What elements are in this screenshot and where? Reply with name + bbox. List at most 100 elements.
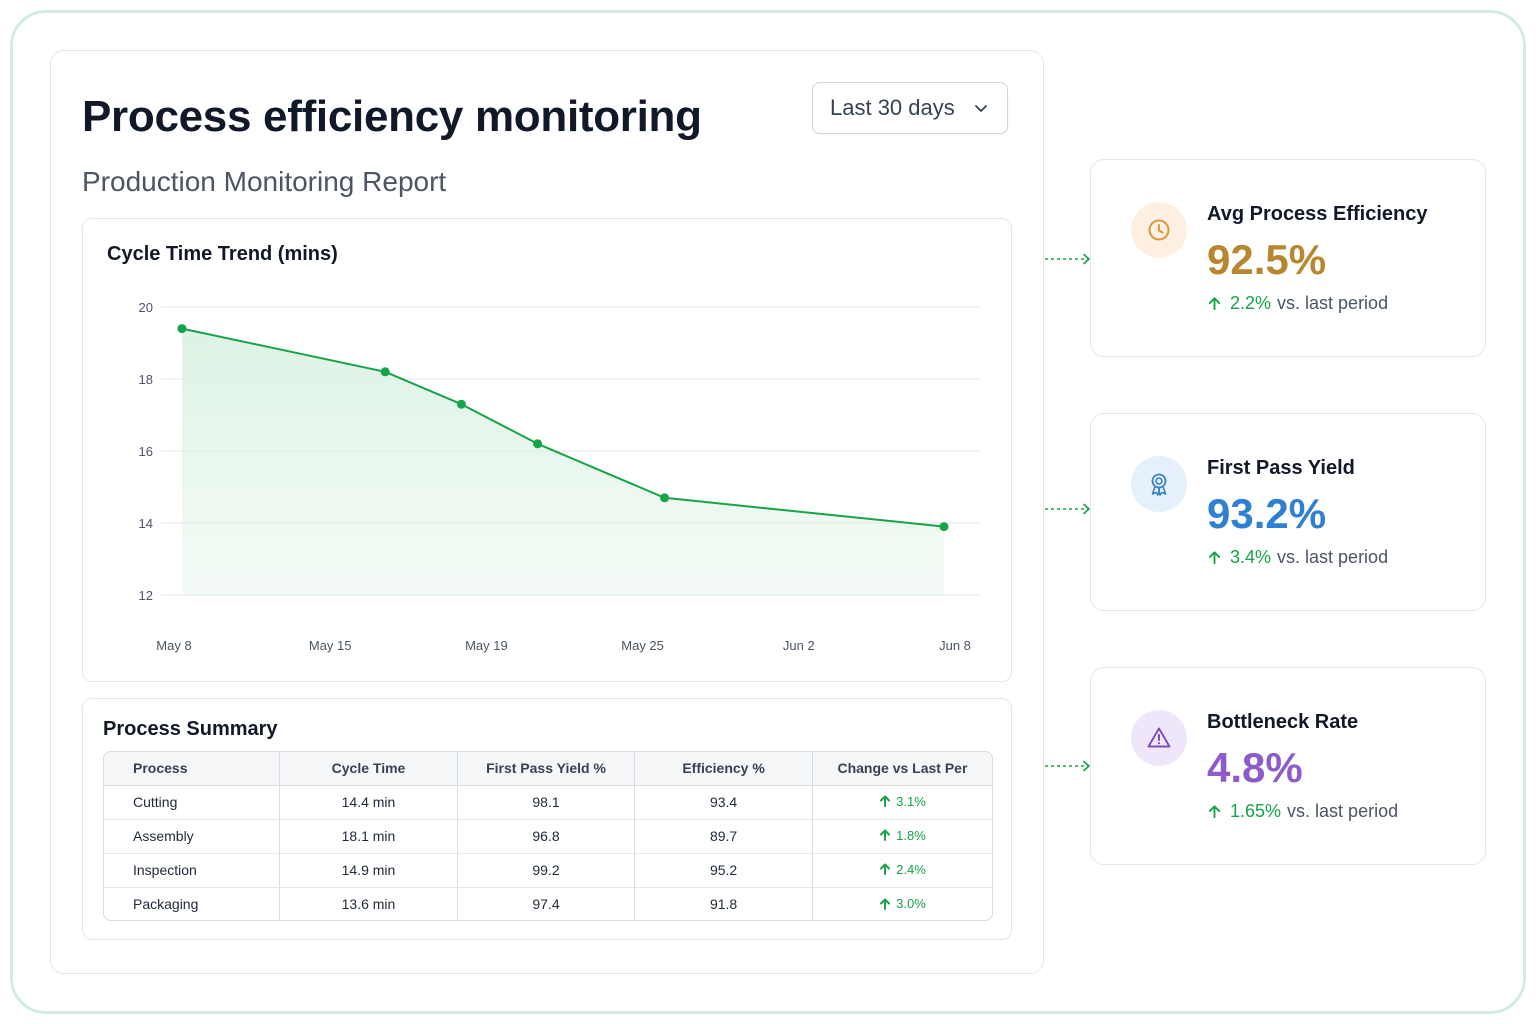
y-tick-label: 14 (139, 516, 153, 531)
table-header-row: Process Cycle Time First Pass Yield % Ef… (104, 752, 992, 786)
cell-cycle-time: 18.1 min (279, 819, 458, 854)
data-point (939, 522, 949, 532)
change-value: 3.1% (896, 793, 926, 809)
change-value: 2.4% (896, 861, 926, 877)
cell-efficiency: 95.2 (634, 853, 813, 888)
change-indicator: 3.1% (879, 794, 926, 809)
data-point (380, 367, 390, 377)
table-row: Cutting 14.4 min 98.1 93.4 3.1% (104, 785, 992, 820)
change-value: 3.0% (896, 896, 926, 911)
kpi-change-suffix: vs. last period (1287, 801, 1399, 821)
column-header-change: Change vs Last Per (812, 752, 992, 786)
y-tick-label: 20 (139, 300, 153, 315)
award-ribbon-icon (1151, 473, 1167, 496)
kpi-change-delta: 1.65% (1207, 801, 1281, 822)
cell-first-pass-yield: 98.1 (457, 785, 636, 820)
kpi-change-delta: 3.4% (1207, 547, 1271, 568)
chart-title: Cycle Time Trend (mins) (107, 243, 338, 265)
kpi-icon-badge (1131, 202, 1187, 258)
arrow-up-icon (880, 795, 891, 808)
arrow-up-icon (1208, 297, 1221, 311)
kpi-value: 4.8% (1207, 744, 1303, 791)
cell-change: 1.8% (812, 819, 992, 854)
change-indicator: 2.4% (879, 862, 926, 877)
page-title: Process efficiency monitoring (82, 92, 702, 141)
cycle-time-chart-card: Cycle Time Trend (mins) 20 18 16 14 12 May 8 M… (82, 218, 1012, 682)
data-point (533, 439, 543, 449)
kpi-change-suffix: vs. last period (1277, 293, 1389, 313)
chevron-down-icon (975, 105, 987, 112)
table-row: Assembly 18.1 min 96.8 89.7 1.8% (104, 819, 992, 854)
arrow-up-icon (880, 863, 891, 876)
kpi-change: 3.4% vs. last period (1207, 547, 1388, 568)
table-row: Packaging 13.6 min 97.4 91.8 3.0% (104, 887, 992, 920)
change-indicator: 1.8% (879, 828, 926, 843)
kpi-change-delta: 2.2% (1207, 293, 1271, 314)
period-select-value: Last 30 days (830, 95, 955, 120)
cell-process: Cutting (104, 785, 281, 820)
cell-change: 3.1% (812, 785, 992, 820)
y-tick-label: 18 (139, 372, 153, 387)
period-select[interactable]: Last 30 days (812, 82, 1008, 134)
connector-arrow (1045, 253, 1090, 265)
cell-efficiency: 89.7 (634, 819, 813, 854)
cell-efficiency: 91.8 (634, 887, 813, 920)
x-tick-label: May 25 (621, 638, 664, 653)
column-header-first-pass-yield: First Pass Yield % (457, 752, 636, 786)
summary-table-wrap: Process Cycle Time First Pass Yield % Ef… (103, 751, 993, 921)
kpi-icon-badge (1131, 710, 1187, 766)
x-tick-label: Jun 8 (939, 638, 971, 653)
kpi-change: 1.65% vs. last period (1207, 801, 1398, 822)
change-value: 1.8% (896, 827, 926, 843)
kpi-label: Avg Process Efficiency (1207, 203, 1428, 225)
cell-change: 3.0% (812, 887, 992, 920)
column-header-process: Process (104, 752, 281, 786)
x-tick-label: Jun 2 (783, 638, 815, 653)
x-tick-label: May 15 (309, 638, 352, 653)
data-point (177, 324, 187, 334)
x-tick-label: May 19 (465, 638, 508, 653)
kpi-change-value: 2.2% (1230, 293, 1272, 313)
connector-arrow (1045, 503, 1090, 515)
kpi-icon-badge (1131, 456, 1187, 512)
arrow-up-icon (880, 829, 891, 842)
kpi-card-avg-process-efficiency: Avg Process Efficiency 92.5% 2.2% vs. la… (1090, 159, 1486, 357)
cell-process: Inspection (104, 853, 281, 888)
cell-first-pass-yield: 99.2 (457, 853, 636, 888)
clock-icon (1148, 219, 1170, 241)
arrow-up-icon (880, 898, 891, 910)
kpi-card-bottleneck-rate: Bottleneck Rate 4.8% 1.65% vs. last peri… (1090, 667, 1486, 865)
warning-triangle-icon (1147, 727, 1171, 748)
arrow-up-icon (1208, 551, 1221, 565)
connector-arrow (1045, 760, 1090, 772)
cell-first-pass-yield: 97.4 (457, 887, 636, 920)
kpi-label: First Pass Yield (1207, 457, 1355, 479)
cell-efficiency: 93.4 (634, 785, 813, 820)
cell-cycle-time: 14.4 min (279, 785, 458, 820)
cell-process: Assembly (104, 819, 281, 854)
column-header-efficiency: Efficiency % (634, 752, 813, 786)
process-summary-card: Process Summary Process Cycle Time First… (82, 698, 1012, 940)
change-indicator: 3.0% (879, 896, 926, 911)
kpi-change-value: 1.65% (1230, 801, 1282, 821)
column-header-cycle-time: Cycle Time (279, 752, 458, 786)
kpi-label: Bottleneck Rate (1207, 711, 1359, 733)
table-row: Inspection 14.9 min 99.2 95.2 2.4% (104, 853, 992, 888)
cell-process: Packaging (104, 887, 281, 920)
data-point (456, 399, 466, 409)
summary-title: Process Summary (103, 718, 278, 740)
series-line (181, 327, 945, 528)
y-tick-label: 16 (139, 444, 153, 459)
kpi-value: 92.5% (1207, 236, 1327, 283)
cell-cycle-time: 13.6 min (279, 887, 458, 920)
cycle-time-chart: 20 18 16 14 12 May 8 May 15 May 19 May 25 Jun 2 Ju… (139, 300, 979, 653)
kpi-change-suffix: vs. last period (1277, 547, 1389, 567)
kpi-change-value: 3.4% (1230, 547, 1272, 567)
y-tick-label: 12 (139, 588, 153, 603)
cell-change: 2.4% (812, 853, 992, 888)
kpi-card-first-pass-yield: First Pass Yield 93.2% 3.4% vs. last per… (1090, 413, 1486, 611)
kpi-change: 2.2% vs. last period (1207, 293, 1388, 314)
page-subtitle: Production Monitoring Report (82, 166, 447, 197)
process-summary-table: Process Cycle Time First Pass Yield % Ef… (104, 752, 992, 920)
data-point (660, 493, 670, 503)
